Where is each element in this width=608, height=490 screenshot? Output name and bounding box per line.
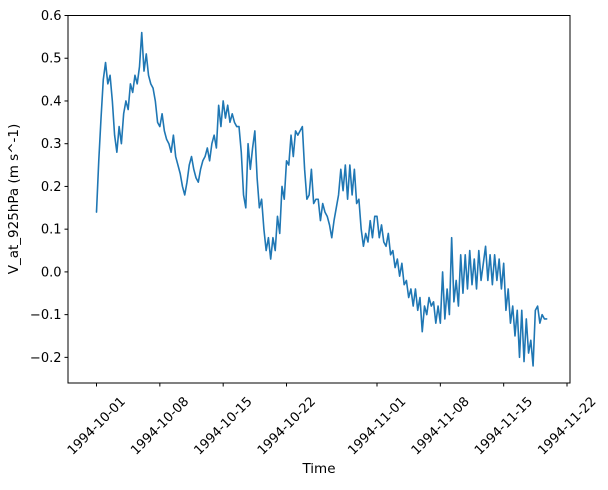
x-tick-label: 1994-11-08 bbox=[409, 394, 473, 458]
y-tick-label: −0.1 bbox=[30, 308, 62, 323]
x-tick-label: 1994-11-01 bbox=[345, 394, 409, 458]
x-tick-label: 1994-10-01 bbox=[65, 394, 129, 458]
data-line bbox=[95, 31, 548, 367]
plot-border bbox=[67, 15, 571, 384]
y-axis-title: V_at_925hPa (m s^-1) bbox=[6, 123, 22, 275]
y-tick-label: 0.2 bbox=[41, 180, 62, 195]
x-tick-label: 1994-10-15 bbox=[192, 394, 256, 458]
y-tick-label: 0.1 bbox=[41, 223, 62, 238]
x-tick-label: 1994-11-22 bbox=[535, 394, 599, 458]
x-tick-label: 1994-10-22 bbox=[255, 394, 319, 458]
y-tick-label: −0.2 bbox=[30, 351, 62, 366]
y-tick-label: 0.4 bbox=[41, 94, 62, 109]
y-tick-label: 0.0 bbox=[41, 265, 62, 280]
y-tick-label: 0.6 bbox=[41, 9, 62, 24]
x-tick-label: 1994-11-15 bbox=[472, 394, 536, 458]
y-tick-label: 0.3 bbox=[41, 137, 62, 152]
x-axis-title: Time bbox=[302, 461, 336, 477]
y-tick-label: 0.5 bbox=[41, 52, 62, 67]
x-tick-label: 1994-10-08 bbox=[128, 394, 192, 458]
